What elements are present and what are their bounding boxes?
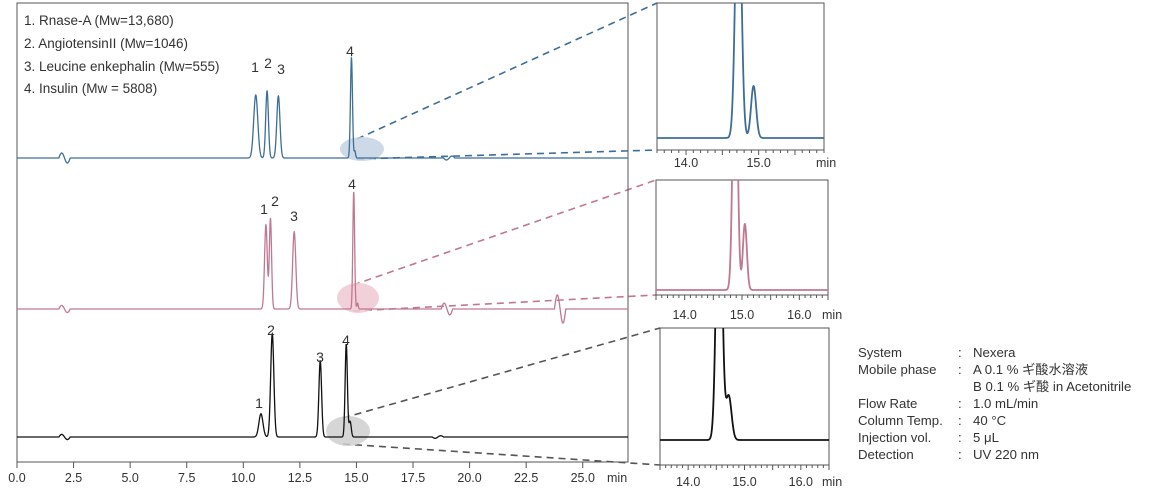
inset-tick-label: 14.0 — [676, 475, 700, 489]
zoom-connector-upper — [356, 2, 658, 140]
inset-tick-label: 16.0 — [789, 475, 813, 489]
inset-trace — [657, 3, 824, 139]
condition-value: 5 μL — [973, 430, 999, 445]
zoom-region-marker — [337, 283, 379, 313]
zoom-region-marker — [326, 416, 370, 446]
condition-row-injection-vol: Injection vol.:5 μL — [858, 430, 999, 445]
condition-key: System — [858, 345, 902, 360]
x-tick-label: 20.0 — [457, 471, 481, 485]
peak-label: 4 — [348, 176, 356, 192]
x-tick-label: 10.0 — [231, 471, 255, 485]
condition-row-mobile-phase-b: B 0.1 % ギ酸 in Acetonitrile — [858, 378, 1131, 395]
inset-frame — [656, 2, 825, 151]
legend-item-1: 1. Rnase-A (Mw=13,680) — [24, 13, 174, 28]
peak-label: 2 — [267, 322, 275, 338]
chromatogram-trace-blue — [17, 55, 628, 164]
condition-key: Mobile phase — [858, 362, 937, 377]
peak-label: 4 — [346, 43, 354, 59]
peak-label: 3 — [290, 208, 298, 224]
conditions-table: System: Nexera Mobile phase: A 0.1 % ギ酸水溶液… — [858, 344, 1131, 463]
x-axis-label: min — [607, 471, 627, 485]
condition-key: Column Temp. — [858, 413, 943, 428]
condition-value: Nexera — [973, 345, 1016, 360]
peak-label: 4 — [342, 332, 350, 348]
inset-tick-label: 15.0 — [746, 156, 770, 170]
condition-value: UV 220 nm — [973, 447, 1039, 462]
condition-key: Flow Rate — [858, 396, 918, 411]
chromatogram-trace-pink — [17, 191, 628, 324]
inset-frame — [659, 327, 830, 466]
inset-axis-label: min — [816, 156, 836, 170]
inset-trace — [660, 328, 829, 441]
condition-value: A 0.1 % ギ酸水溶液 — [973, 362, 1089, 377]
peak-label: 3 — [277, 61, 285, 77]
inset-frame — [655, 179, 829, 296]
inset-blue: 14.0 15.0 min — [656, 2, 836, 170]
peak-label: 1 — [260, 201, 268, 217]
x-tick-label: 2.5 — [65, 471, 82, 485]
condition-row-mobile-phase: Mobile phase: A 0.1 % ギ酸水溶液 — [858, 362, 1089, 377]
inset-axis-label: min — [822, 475, 842, 489]
inset-black: 14.0 15.0 16.0 min — [659, 327, 842, 489]
inset-axis-label: min — [822, 308, 842, 322]
inset-pink: 14.0 15.0 16.0 min — [655, 179, 842, 322]
condition-value-2: B 0.1 % ギ酸 in Acetonitrile — [973, 379, 1132, 394]
inset-tick-label: 16.0 — [787, 308, 811, 322]
legend-item-4: 4. Insulin (Mw = 5808) — [24, 81, 157, 96]
legend: 1. Rnase-A (Mw=13,680) 2. AngiotensinII … — [24, 13, 220, 96]
zoom-connector-lines — [342, 2, 661, 466]
inset-trace — [656, 180, 828, 291]
condition-row-column-temp: Column Temp.:40 °C — [858, 413, 1007, 428]
inset-tick-label: 14.0 — [674, 156, 698, 170]
zoom-connector-upper — [352, 179, 657, 286]
zoom-connector-lower — [352, 294, 657, 312]
inset-tick-label: 15.0 — [730, 308, 754, 322]
x-tick-label: 7.5 — [178, 471, 195, 485]
peak-label: 1 — [255, 395, 263, 411]
condition-key: Injection vol. — [858, 430, 932, 445]
peak-label: 2 — [271, 193, 279, 209]
zoom-connector-upper — [342, 327, 661, 419]
condition-value: 40 °C — [973, 413, 1007, 428]
x-tick-label: 15.0 — [344, 471, 368, 485]
x-tick-label: 25.0 — [571, 471, 595, 485]
x-tick-label: 0.0 — [8, 471, 25, 485]
condition-value: 1.0 mL/min — [973, 396, 1039, 411]
legend-item-2: 2. AngiotensinII (Mw=1046) — [24, 36, 188, 51]
inset-tick-label: 15.0 — [732, 475, 756, 489]
condition-row-detection: Detection: UV 220 nm — [858, 447, 1039, 462]
x-tick-label: 12.5 — [288, 471, 312, 485]
legend-item-3: 3. Leucine enkephalin (Mw=555) — [24, 59, 220, 74]
peak-label: 2 — [264, 55, 272, 71]
x-tick-label: 17.5 — [401, 471, 425, 485]
x-tick-label: 22.5 — [514, 471, 538, 485]
inset-chromatograms: 14.0 15.0 min 14.0 15.0 16.0 min 14.0 15.0 16.0 mi… — [655, 2, 842, 489]
peak-label: 1 — [251, 59, 259, 75]
condition-row-flow-rate: Flow Rate:1.0 mL/min — [858, 396, 1039, 411]
condition-key: Detection — [858, 447, 914, 462]
peak-label: 3 — [316, 349, 324, 365]
chromatogram-trace-black — [17, 331, 628, 441]
x-tick-label: 5.0 — [121, 471, 138, 485]
zoom-region-marker — [340, 137, 384, 161]
inset-tick-label: 14.0 — [672, 308, 696, 322]
main-plot-frame — [16, 2, 629, 463]
condition-row-system: System: Nexera — [858, 345, 1016, 360]
